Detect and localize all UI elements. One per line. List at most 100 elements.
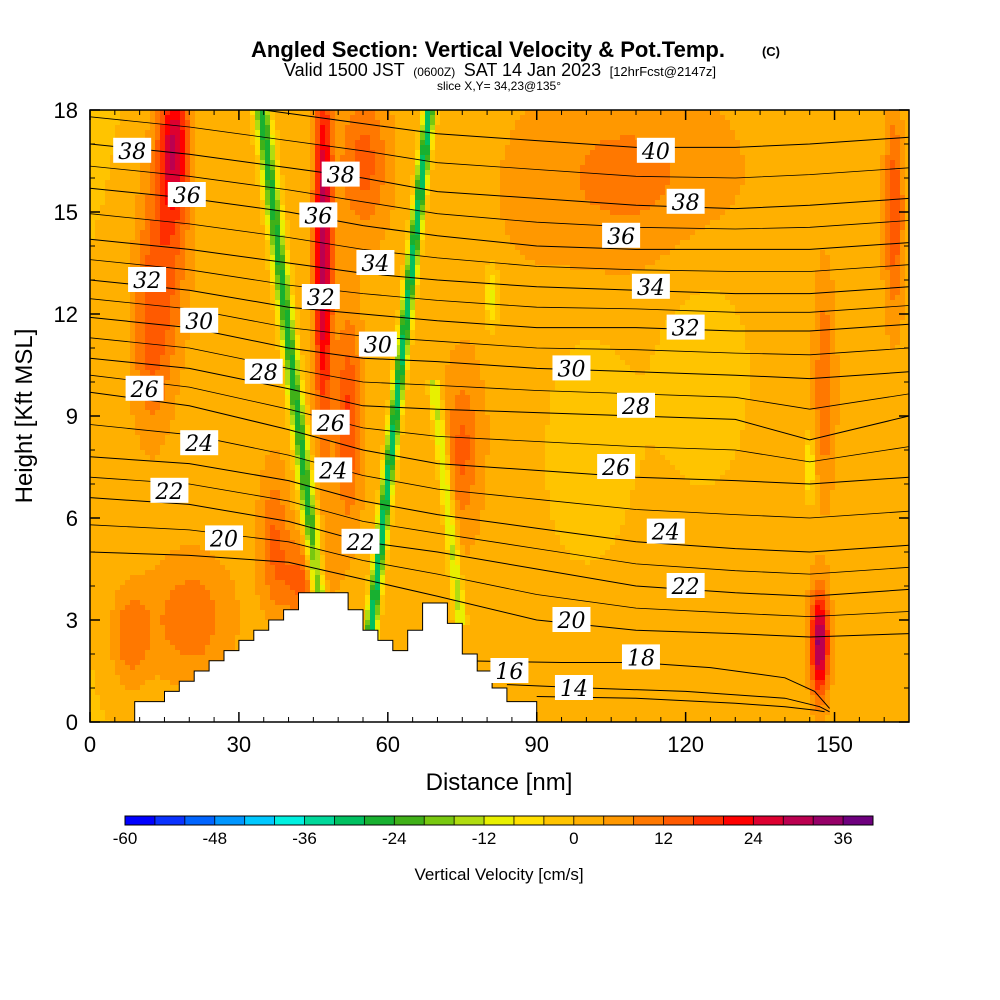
contour-22 bbox=[90, 497, 909, 597]
contour-40 bbox=[260, 110, 909, 148]
contour-label-text: 20 bbox=[209, 527, 238, 552]
colorbar-tick-label: 12 bbox=[654, 829, 673, 848]
contour-label: 36 bbox=[167, 182, 206, 209]
colorbar-swatch bbox=[573, 816, 605, 825]
x-tick-label: 30 bbox=[227, 732, 251, 757]
contour-label: 26 bbox=[597, 454, 636, 481]
contour-30 bbox=[90, 316, 909, 380]
contour-18 bbox=[462, 660, 830, 709]
colorbar-swatch bbox=[184, 816, 216, 825]
colorbar-tick-label: -60 bbox=[113, 829, 138, 848]
contour-label-text: 32 bbox=[307, 286, 335, 311]
contour-labels: 3836323026242220383634323028262422403836… bbox=[113, 137, 705, 702]
contour-label-text: 18 bbox=[627, 646, 655, 671]
colorbar-swatch bbox=[334, 816, 365, 825]
contour-label: 22 bbox=[150, 477, 189, 505]
y-tick-label: 18 bbox=[54, 98, 78, 123]
contour-label: 14 bbox=[554, 675, 593, 702]
contour-minor bbox=[90, 298, 909, 356]
contour-label: 26 bbox=[311, 409, 350, 437]
y-tick-label: 6 bbox=[66, 506, 78, 531]
contour-minor bbox=[90, 213, 909, 272]
x-tick-label: 120 bbox=[667, 732, 704, 757]
contour-label: 22 bbox=[666, 573, 705, 600]
colorbar-tick-label: -12 bbox=[472, 829, 497, 848]
colorbar-swatch bbox=[633, 816, 664, 825]
contour-label: 30 bbox=[180, 307, 219, 335]
contour-minor bbox=[90, 259, 909, 313]
contour-minor bbox=[90, 116, 909, 179]
subtitle-valid-prefix: Valid 1500 JST bbox=[284, 60, 405, 80]
contour-14 bbox=[536, 696, 825, 713]
y-tick-label: 15 bbox=[54, 200, 78, 225]
colorbar-swatch bbox=[454, 816, 485, 825]
colorbar-tick-label: -48 bbox=[202, 829, 227, 848]
colorbar-swatch bbox=[364, 816, 395, 825]
contour-label: 34 bbox=[356, 250, 395, 277]
contour-label-text: 36 bbox=[304, 204, 332, 229]
contour-label: 24 bbox=[646, 518, 685, 546]
contour-label-text: 26 bbox=[601, 456, 630, 481]
contour-label: 32 bbox=[301, 284, 340, 311]
contour-32 bbox=[90, 279, 909, 332]
contour-label: 22 bbox=[341, 528, 380, 556]
x-tick-label: 60 bbox=[376, 732, 400, 757]
colorbar-swatch bbox=[125, 816, 156, 825]
colorbar-swatch bbox=[513, 816, 545, 825]
colorbar-label: Vertical Velocity [cm/s] bbox=[414, 865, 583, 884]
contour-label: 24 bbox=[180, 430, 219, 457]
contour-label-text: 32 bbox=[133, 269, 161, 294]
colorbar-swatch bbox=[304, 816, 335, 825]
contour-label: 30 bbox=[358, 331, 397, 359]
x-axis-label: Distance [nm] bbox=[426, 769, 573, 796]
slice-label: slice X,Y= 34,23@135° bbox=[437, 79, 561, 93]
contour-label: 24 bbox=[314, 457, 353, 484]
contour-label: 38 bbox=[666, 188, 705, 216]
colorbar-swatch bbox=[783, 816, 814, 825]
contour-24 bbox=[90, 456, 909, 553]
contour-label-text: 20 bbox=[556, 609, 585, 634]
contour-label: 28 bbox=[244, 358, 283, 386]
contour-28 bbox=[90, 357, 909, 441]
contour-label: 38 bbox=[321, 161, 360, 189]
contour-label: 36 bbox=[602, 222, 641, 250]
contour-label-text: 32 bbox=[672, 317, 700, 342]
contour-label-text: 34 bbox=[361, 252, 389, 277]
contour-label-text: 14 bbox=[560, 677, 588, 702]
chart-subtitle: Valid 1500 JST (0600Z) SAT 14 Jan 2023 [… bbox=[284, 60, 716, 80]
contour-label-text: 28 bbox=[621, 395, 650, 420]
x-tick-label: 0 bbox=[84, 732, 96, 757]
contour-34 bbox=[90, 238, 909, 295]
contour-label: 18 bbox=[621, 644, 660, 671]
contour-label: 32 bbox=[666, 314, 705, 342]
colorbar-swatch bbox=[543, 816, 575, 825]
colorbar-swatch bbox=[274, 816, 305, 825]
colorbar-tick-label: 36 bbox=[834, 829, 853, 848]
contour-label-text: 26 bbox=[130, 378, 159, 403]
contour-label-text: 22 bbox=[671, 575, 700, 600]
chart-title: Angled Section: Vertical Velocity & Pot.… bbox=[251, 37, 725, 62]
colorbar-tick-label: 0 bbox=[569, 829, 578, 848]
contour-label-text: 16 bbox=[495, 660, 523, 685]
y-tick-label: 0 bbox=[66, 710, 78, 735]
contour-label-text: 30 bbox=[185, 310, 213, 335]
y-tick-label: 12 bbox=[54, 302, 78, 327]
colorbar-swatch bbox=[154, 816, 186, 825]
colorbar-swatch bbox=[214, 816, 246, 825]
contour-label-text: 24 bbox=[184, 432, 213, 457]
contour-label: 36 bbox=[299, 202, 338, 229]
colorbar-tick-label: -36 bbox=[292, 829, 317, 848]
chart-title-mark: (C) bbox=[762, 44, 780, 59]
contour-label: 30 bbox=[552, 355, 591, 382]
contour-label-text: 38 bbox=[327, 164, 355, 189]
contour-label: 20 bbox=[205, 525, 244, 552]
contour-minor bbox=[90, 374, 909, 463]
subtitle-utc: (0600Z) bbox=[413, 65, 455, 79]
contour-label-text: 36 bbox=[173, 184, 201, 209]
colorbar-tick-label: -24 bbox=[382, 829, 407, 848]
contour-label: 28 bbox=[617, 392, 655, 420]
contour-label-text: 26 bbox=[316, 412, 345, 437]
colorbar-swatch bbox=[394, 816, 425, 825]
